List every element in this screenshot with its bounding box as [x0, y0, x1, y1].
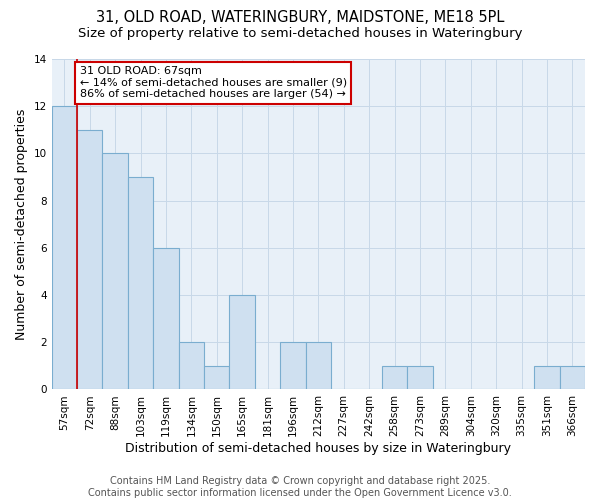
Bar [128, 177, 153, 390]
Bar [153, 248, 179, 390]
Bar [534, 366, 560, 390]
Text: 31, OLD ROAD, WATERINGBURY, MAIDSTONE, ME18 5PL: 31, OLD ROAD, WATERINGBURY, MAIDSTONE, M… [96, 10, 504, 25]
Bar [204, 366, 229, 390]
Bar [103, 154, 128, 390]
Text: 31 OLD ROAD: 67sqm
← 14% of semi-detached houses are smaller (9)
86% of semi-det: 31 OLD ROAD: 67sqm ← 14% of semi-detache… [80, 66, 347, 100]
Bar [305, 342, 331, 390]
Bar [382, 366, 407, 390]
Bar [52, 106, 77, 390]
Y-axis label: Number of semi-detached properties: Number of semi-detached properties [15, 108, 28, 340]
Text: Contains HM Land Registry data © Crown copyright and database right 2025.
Contai: Contains HM Land Registry data © Crown c… [88, 476, 512, 498]
Bar [280, 342, 305, 390]
Bar [407, 366, 433, 390]
X-axis label: Distribution of semi-detached houses by size in Wateringbury: Distribution of semi-detached houses by … [125, 442, 511, 455]
Bar [179, 342, 204, 390]
Bar [229, 295, 255, 390]
Bar [77, 130, 103, 390]
Text: Size of property relative to semi-detached houses in Wateringbury: Size of property relative to semi-detach… [78, 28, 522, 40]
Bar [560, 366, 585, 390]
